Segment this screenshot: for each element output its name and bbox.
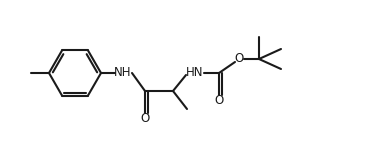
Text: O: O (234, 53, 244, 66)
Text: NH: NH (114, 66, 132, 80)
Text: O: O (214, 95, 223, 108)
Text: HN: HN (186, 66, 204, 80)
Text: O: O (141, 113, 150, 126)
